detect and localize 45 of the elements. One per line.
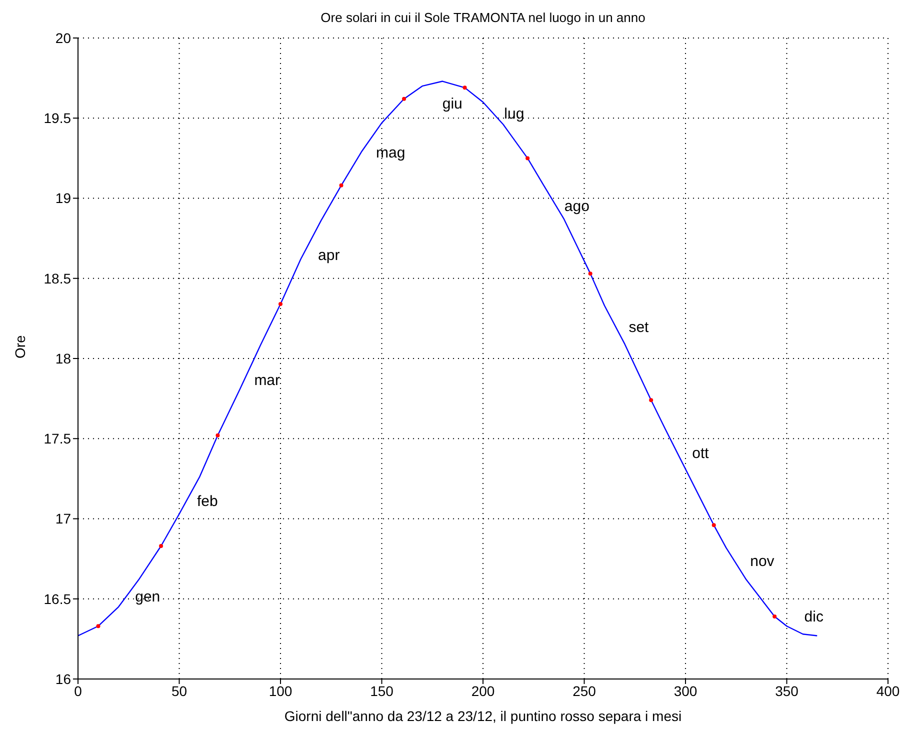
annotation: ott — [692, 444, 710, 462]
y-tick-label: 17.5 — [44, 430, 72, 447]
annotation: feb — [196, 493, 218, 510]
annotation: ago — [564, 198, 590, 216]
point — [772, 614, 777, 619]
x-tick-label: 150 — [370, 682, 394, 699]
x-tick-label: 100 — [268, 682, 292, 699]
point — [278, 302, 282, 306]
y-tick-label: 19 — [55, 190, 72, 206]
annotation: mar — [254, 372, 280, 390]
point — [402, 96, 406, 101]
x-tick-label: 200 — [471, 682, 495, 699]
x-tick-label: 300 — [674, 682, 698, 699]
point — [712, 523, 716, 528]
annotation: gen — [135, 588, 160, 606]
point — [588, 272, 592, 276]
point — [216, 433, 220, 438]
y-tick-label: 18 — [55, 350, 72, 366]
point — [526, 156, 530, 160]
point — [339, 183, 344, 188]
y-tick-label: 19.5 — [44, 110, 72, 126]
annotation: mag — [376, 144, 406, 162]
x-tick-label: 350 — [775, 682, 799, 699]
y-axis-title: Ore — [12, 334, 28, 358]
chart-title: Ore solari in cui il Sole TRAMONTA nel luogo in un anno — [320, 10, 646, 25]
x-axis-title: Giorni dell"anno da 23/12 a 23/12, il puntino rosso separa i mesi — [284, 708, 682, 724]
x-tick-label: 250 — [572, 682, 596, 699]
y-tick-label: 18.5 — [44, 270, 72, 286]
y-tick-label: 16 — [55, 670, 72, 687]
annotation: set — [628, 319, 650, 336]
point — [96, 624, 100, 628]
point — [649, 398, 654, 402]
x-tick-label: 0 — [74, 682, 82, 699]
point — [159, 544, 164, 548]
annotation: giu — [442, 96, 462, 113]
annotation: dic — [804, 608, 824, 626]
point — [462, 86, 467, 90]
y-tick-label: 17 — [55, 510, 72, 527]
y-tick-label: 16.5 — [44, 590, 72, 607]
annotation: lug — [504, 105, 524, 122]
x-tick-label: 400 — [876, 682, 900, 699]
y-tick-label: 20 — [55, 30, 72, 46]
annotation: apr — [318, 247, 340, 264]
annotation: nov — [750, 553, 775, 570]
x-tick-label: 50 — [171, 682, 188, 699]
